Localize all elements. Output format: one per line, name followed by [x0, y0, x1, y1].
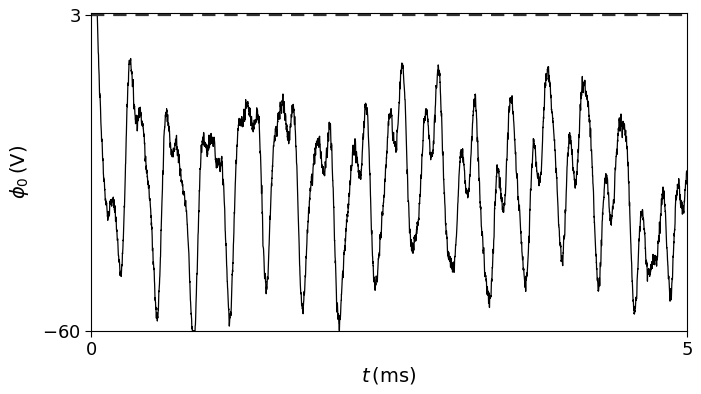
X-axis label: $t\,$(ms): $t\,$(ms): [361, 365, 417, 386]
Y-axis label: $\phi_0\,$(V): $\phi_0\,$(V): [8, 145, 32, 199]
